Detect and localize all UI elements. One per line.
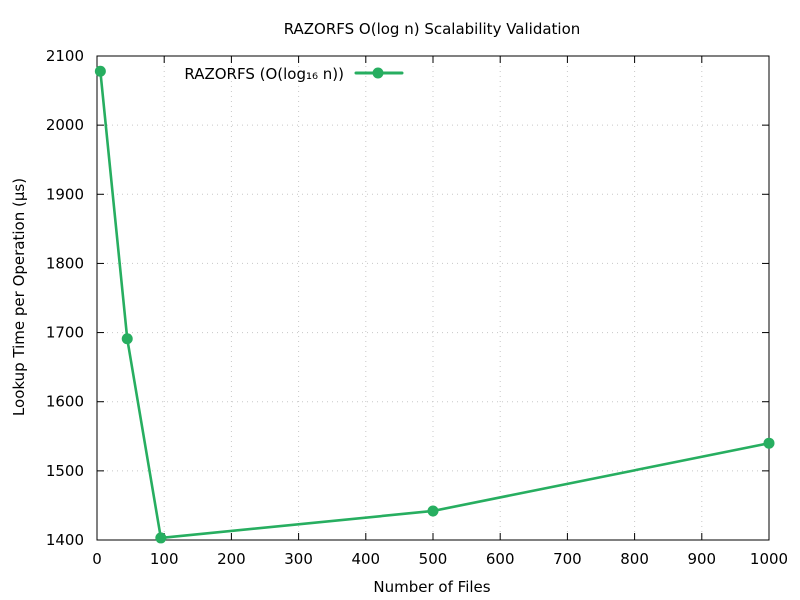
y-tick-label: 1400 <box>46 531 84 549</box>
data-point <box>121 333 133 345</box>
y-tick-label: 1600 <box>46 393 84 411</box>
y-tick-label: 2000 <box>46 116 84 134</box>
x-tick-label: 800 <box>620 550 649 568</box>
series-layer <box>94 65 775 544</box>
x-tick-label: 900 <box>687 550 716 568</box>
y-tick-label: 1500 <box>46 462 84 480</box>
y-axis-title: Lookup Time per Operation (µs) <box>10 178 28 416</box>
x-tick-label: 600 <box>486 550 515 568</box>
data-point <box>94 65 106 77</box>
grid <box>97 56 769 540</box>
x-tick-label: 200 <box>217 550 246 568</box>
tick-labels: 0 100 200 300 400 500 600 700 800 900 1000 1400 1500… <box>46 47 788 568</box>
y-tick-label: 2100 <box>46 47 84 65</box>
x-tick-label: 500 <box>419 550 448 568</box>
x-tick-label: 100 <box>150 550 179 568</box>
legend-label: RAZORFS (O(log₁₆ n)) <box>184 65 344 83</box>
data-point <box>155 532 167 544</box>
y-tick-label: 1900 <box>46 185 84 203</box>
y-tick-label: 1800 <box>46 254 84 272</box>
x-tick-label: 700 <box>553 550 582 568</box>
chart-title: RAZORFS O(log n) Scalability Validation <box>284 20 581 38</box>
data-point <box>427 505 439 517</box>
y-tick-label: 1700 <box>46 324 84 342</box>
legend-marker <box>372 67 384 79</box>
x-tick-label: 1000 <box>750 550 788 568</box>
data-point <box>763 437 775 449</box>
x-tick-label: 300 <box>284 550 313 568</box>
x-axis-title: Number of Files <box>373 578 490 596</box>
x-tick-label: 400 <box>351 550 380 568</box>
x-tick-label: 0 <box>92 550 102 568</box>
legend: RAZORFS (O(log₁₆ n)) <box>184 65 404 83</box>
